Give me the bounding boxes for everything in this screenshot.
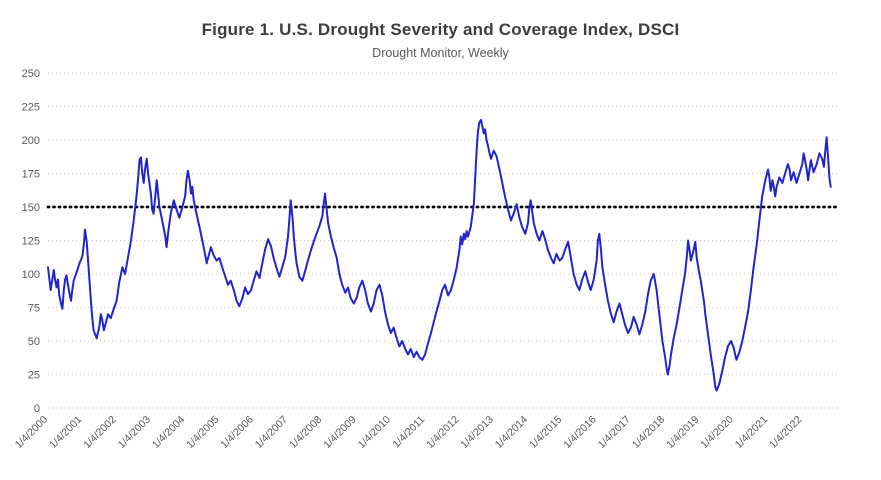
y-axis-tick-label: 225 [22,102,40,114]
x-axis-tick-label: 1/4/2011 [390,414,427,451]
x-axis-tick-label: 1/4/2007 [253,414,290,451]
x-axis-tick-label: 1/4/2006 [218,414,255,451]
x-axis-tick-label: 1/4/2013 [458,414,495,451]
x-axis-tick-label: 1/4/2009 [321,414,358,451]
x-axis-tick-label: 1/4/2016 [561,414,598,451]
y-axis-tick-label: 125 [22,236,40,248]
x-axis-tick-label: 1/4/2015 [527,414,564,451]
x-axis-tick-label: 1/4/2003 [116,414,153,451]
x-axis-tick-label: 1/4/2002 [81,414,118,451]
y-axis-tick-label: 175 [22,169,40,181]
x-axis-tick-label: 1/4/2021 [733,414,770,451]
x-axis-tick-label: 1/4/2012 [424,414,461,451]
x-axis-tick-label: 1/4/2004 [150,414,187,451]
x-axis-tick-label: 1/4/2019 [664,414,701,451]
x-axis-tick-label: 1/4/2014 [493,414,530,451]
x-axis-tick-label: 1/4/2005 [184,414,221,451]
figure-subtitle: Drought Monitor, Weekly [372,46,509,60]
dsci-series-line [47,118,832,392]
x-axis-tick-label: 1/4/2017 [596,414,633,451]
x-axis-tick-label: 1/4/2000 [13,414,50,451]
y-axis-tick-label: 200 [22,135,40,147]
y-axis-tick-label: 150 [22,202,40,214]
figure-title: Figure 1. U.S. Drought Severity and Cove… [201,20,680,39]
x-axis-tick-label: 1/4/2010 [356,414,393,451]
y-axis-tick-label: 75 [28,303,40,315]
x-axis-tick-label: 1/4/2018 [630,414,667,451]
x-axis-tick-label: 1/4/2020 [698,414,735,451]
y-axis-tick-label: 0 [34,403,40,415]
y-axis-tick-label: 25 [28,370,40,382]
y-axis-tick-label: 250 [22,68,40,80]
x-axis-tick-label: 1/4/2022 [767,414,804,451]
y-axis-tick-label: 50 [28,336,40,348]
y-axis-tick-label: 100 [22,269,40,281]
x-axis-tick-label: 1/4/2008 [287,414,324,451]
x-axis-tick-label: 1/4/2001 [47,414,84,451]
